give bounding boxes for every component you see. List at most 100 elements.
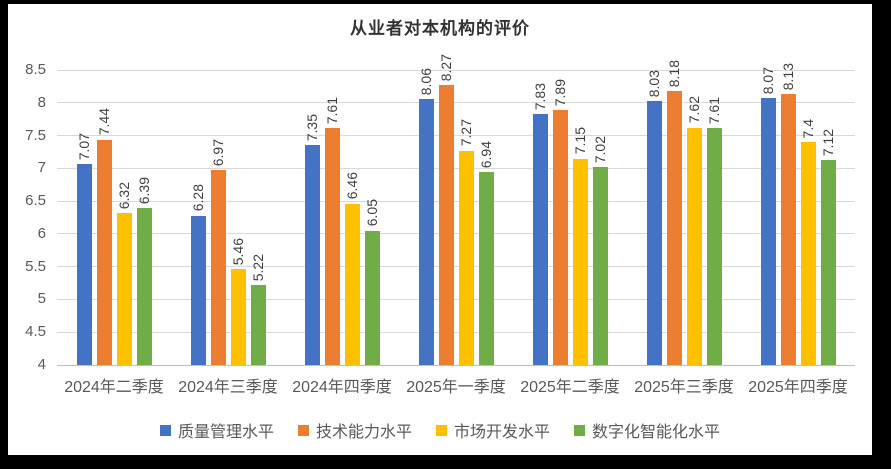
y-tick-label: 4	[37, 356, 46, 373]
bar-data-label: 8.07	[760, 66, 776, 95]
bar-data-label: 6.46	[344, 172, 360, 200]
gridline	[57, 102, 855, 104]
bar-data-label: 6.97	[210, 139, 226, 167]
y-tick-label: 5	[37, 290, 46, 308]
bar	[820, 160, 836, 365]
bar	[190, 215, 206, 365]
bar-data-label: 6.32	[116, 181, 132, 209]
y-tick-label: 6.5	[25, 192, 46, 210]
bar-data-label: 8.18	[666, 59, 682, 87]
bar-data-label: 6.28	[190, 184, 206, 212]
bar	[458, 150, 474, 365]
bar	[364, 230, 380, 365]
bar-data-label: 7.27	[458, 119, 474, 147]
bar-data-label: 8.06	[418, 67, 434, 95]
bar	[438, 85, 454, 365]
x-tick-label: 2025年二季度	[520, 379, 620, 396]
y-tick-label: 5.5	[25, 257, 46, 275]
bar-data-label: 7.89	[552, 78, 568, 106]
legend-item: 市场开发水平	[436, 418, 550, 442]
gridline	[57, 233, 855, 235]
legend-label: 数字化智能化水平	[592, 424, 721, 441]
bar-data-label: 7.02	[592, 135, 608, 164]
legend-label: 质量管理水平	[177, 424, 274, 441]
bar-data-label: 7.35	[304, 114, 320, 142]
bar-data-label: 8.13	[780, 63, 796, 91]
legend-label: 技术能力水平	[315, 424, 412, 441]
bar	[230, 269, 246, 365]
bar-data-label: 7.4	[800, 118, 816, 139]
bar	[666, 90, 682, 365]
x-tick-label: 2024年二季度	[64, 379, 164, 396]
bar	[136, 208, 152, 365]
x-axis-line	[57, 364, 855, 366]
bar	[706, 128, 722, 365]
bar	[304, 145, 320, 365]
chart-canvas: 从业者对本机构的评价 4 4.5 5 5.5 6 6.5 7 7.5 8 8.5 7.07 7.44…	[8, 4, 872, 455]
bar-data-label: 7.61	[706, 97, 722, 125]
bar	[96, 139, 112, 365]
bar-data-label: 6.39	[136, 177, 152, 205]
bar-data-label: 7.12	[820, 129, 836, 157]
x-tick-label: 2025年一季度	[406, 379, 506, 396]
bar-data-label: 6.94	[478, 141, 494, 169]
gridline	[57, 331, 855, 333]
bar	[344, 203, 360, 365]
bar	[250, 285, 266, 365]
bar	[324, 128, 340, 365]
legend-swatch	[159, 424, 171, 436]
y-tick-label: 8	[37, 93, 46, 111]
legend-label: 市场开发水平	[454, 424, 551, 441]
bar	[686, 127, 702, 365]
x-tick-label: 2024年四季度	[292, 379, 392, 396]
gridline	[57, 266, 855, 268]
gridline	[57, 69, 855, 71]
bar	[780, 94, 796, 365]
x-tick-label: 2025年三季度	[634, 379, 734, 396]
y-tick-label: 7	[37, 159, 46, 177]
chart-title: 从业者对本机构的评价	[350, 19, 530, 38]
bar	[76, 163, 92, 365]
bar-data-label: 7.61	[324, 97, 340, 125]
bar-data-label: 7.83	[532, 82, 548, 110]
legend-swatch	[436, 424, 447, 436]
bar	[646, 100, 662, 365]
bar	[478, 172, 494, 365]
bar	[532, 113, 548, 365]
legend-item: 质量管理水平	[159, 418, 274, 442]
bar-data-label: 7.44	[96, 108, 112, 136]
gridline	[57, 298, 855, 300]
bar	[552, 110, 568, 365]
bar	[210, 170, 226, 365]
x-tick-label: 2025年四季度	[748, 379, 848, 396]
gridline	[57, 135, 855, 137]
y-tick-label: 4.5	[25, 323, 46, 341]
legend-item: 数字化智能化水平	[574, 418, 720, 442]
bar-data-label: 7.62	[686, 96, 702, 124]
bar-data-label: 7.07	[76, 132, 92, 160]
plot-area: 7.07 7.44 6.32 6.39 6.28 6.97 5.46 5.22 7.35 7.61…	[57, 54, 855, 366]
bar-data-label: 8.27	[438, 53, 454, 82]
bar	[572, 158, 588, 365]
bar	[592, 167, 608, 365]
bar-data-label: 5.22	[250, 253, 266, 282]
legend: 质量管理水平 技术能力水平 市场开发水平 数字化智能化水平	[8, 418, 872, 442]
y-tick-label: 8.5	[25, 61, 46, 78]
x-axis: 2024年二季度 2024年三季度 2024年四季度 2025年一季度 2025年二季度…	[57, 373, 855, 397]
y-tick-label: 6	[37, 224, 46, 242]
legend-swatch	[297, 424, 309, 436]
y-tick-label: 7.5	[25, 126, 46, 144]
x-tick-label: 2024年三季度	[178, 379, 278, 396]
bar	[418, 98, 434, 365]
y-axis: 4 4.5 5 5.5 6 6.5 7 7.5 8 8.5	[8, 61, 50, 373]
gridline	[57, 200, 855, 202]
bar	[760, 98, 776, 365]
bar-data-label: 5.46	[230, 238, 246, 266]
bar-data-label: 8.03	[646, 69, 662, 97]
bar-data-label: 7.15	[572, 127, 588, 155]
bar-data-label: 6.05	[364, 199, 380, 227]
bar	[800, 142, 816, 365]
bar	[116, 212, 132, 365]
gridline	[57, 167, 855, 169]
legend-item: 技术能力水平	[297, 418, 412, 442]
